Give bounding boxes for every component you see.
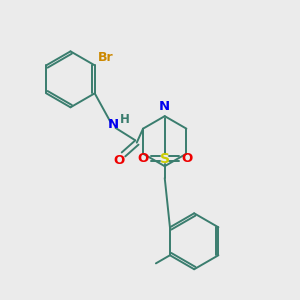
Text: N: N	[108, 118, 119, 131]
Text: S: S	[160, 152, 170, 166]
Text: O: O	[137, 152, 148, 165]
Text: O: O	[113, 154, 125, 167]
Text: H: H	[119, 113, 129, 126]
Text: O: O	[181, 152, 192, 165]
Text: Br: Br	[98, 51, 114, 64]
Text: N: N	[159, 100, 170, 112]
